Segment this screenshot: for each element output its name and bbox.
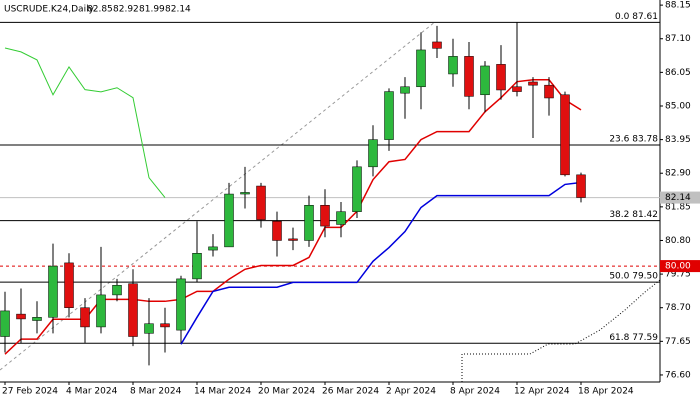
alert-label-box (660, 260, 700, 273)
x-tick-label: 2 Apr 2024 (386, 387, 436, 397)
y-tick-label: 82.90 (665, 169, 691, 179)
y-tick-label: 80.80 (665, 236, 691, 246)
indicator-line (4, 47, 166, 198)
candle-body (224, 193, 234, 248)
candle-body (464, 56, 474, 97)
x-tick-label: 26 Mar 2024 (322, 387, 379, 397)
x-tick-label: 18 Apr 2024 (578, 387, 634, 397)
cloud-outline (461, 279, 661, 382)
candle-body (192, 253, 202, 280)
candle-body (64, 262, 74, 308)
fib-label: 0.0 87.61 (615, 12, 658, 22)
candle-body (512, 86, 522, 92)
candle-body (304, 204, 314, 241)
candle-body (288, 238, 298, 241)
candle-body (400, 86, 410, 94)
x-tick-label: 8 Mar 2024 (130, 387, 182, 397)
candle-body (336, 211, 346, 225)
x-tick-label: 20 Mar 2024 (258, 387, 315, 397)
candle-body (560, 94, 570, 176)
candle-body (256, 185, 266, 220)
x-tick-label: 8 Apr 2024 (450, 387, 500, 397)
header-open: 82.85 (87, 5, 113, 15)
fib-label: 38.2 81.42 (609, 210, 658, 220)
header-low: 81.99 (139, 5, 165, 15)
candle-body (576, 174, 586, 198)
candle-body (448, 56, 458, 75)
x-tick-label: 27 Feb 2024 (2, 387, 58, 397)
candle-body (416, 49, 426, 88)
y-tick-label: 79.75 (665, 270, 691, 280)
candle-body (480, 65, 490, 96)
y-tick-label: 78.70 (665, 303, 691, 313)
y-tick-label: 83.95 (665, 135, 691, 145)
alert-label: 80.00 (665, 262, 691, 272)
candle-body (128, 283, 138, 337)
y-tick-label: 88.15 (665, 1, 691, 11)
candle-body (528, 81, 538, 86)
candle-body (240, 192, 250, 195)
y-tick-label: 86.05 (665, 68, 691, 78)
candle-body (384, 91, 394, 140)
candle-body (176, 278, 186, 331)
candle-body (272, 221, 282, 241)
candle-body (320, 204, 330, 227)
candle-body (144, 323, 154, 334)
candle-body (80, 307, 90, 328)
candle-body (368, 139, 378, 168)
candle-body (496, 64, 506, 91)
x-tick-label: 12 Apr 2024 (514, 387, 570, 397)
candle-body (208, 246, 218, 251)
x-tick-label: 14 Mar 2024 (194, 387, 251, 397)
candle-body (0, 310, 10, 337)
candle-body (160, 323, 170, 328)
fib-trendline (0, 21, 436, 371)
candle-body (544, 84, 554, 99)
x-tick-label: 4 Mar 2024 (66, 387, 118, 397)
y-tick-label: 77.65 (665, 337, 691, 347)
price-label-box (660, 191, 700, 204)
fib-label: 50.0 79.50 (609, 272, 658, 282)
candle-body (96, 294, 106, 328)
candle-body (432, 41, 442, 49)
header-close: 82.14 (165, 5, 191, 15)
symbol: USCRUDE.K24,Daily (4, 5, 95, 15)
y-tick-label: 76.60 (665, 370, 691, 380)
candle-body (16, 313, 26, 320)
y-tick-label: 85.00 (665, 101, 691, 111)
y-tick-label: 81.85 (665, 202, 691, 212)
candle-body (352, 166, 362, 212)
candle-body (48, 265, 58, 318)
candle-body (112, 285, 122, 296)
price-label: 82.14 (665, 193, 691, 203)
header-high: 82.92 (113, 5, 139, 15)
y-tick-label: 87.10 (665, 34, 691, 44)
fib-label: 23.6 83.78 (609, 135, 658, 145)
fib-label: 61.8 77.59 (609, 333, 658, 343)
indicator-line (180, 181, 582, 345)
candle-body (32, 317, 42, 321)
